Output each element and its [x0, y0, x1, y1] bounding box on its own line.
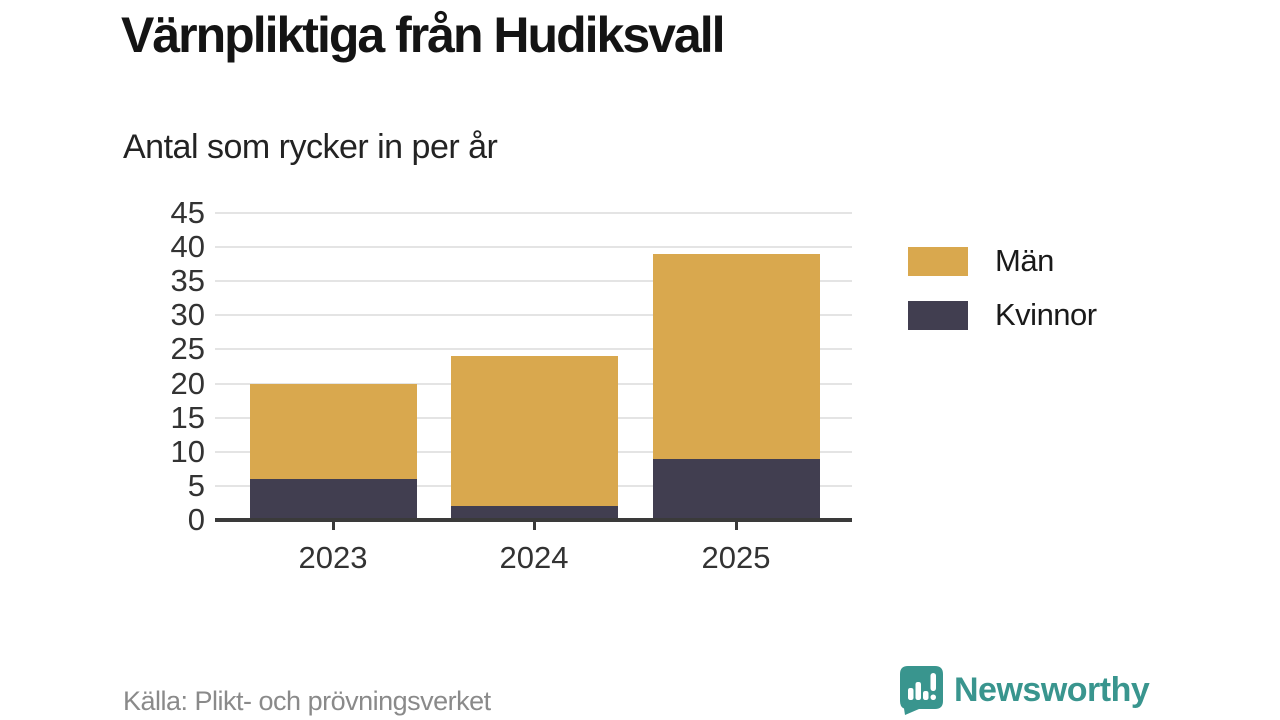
bar-segment-kvinnor-2023 [249, 479, 417, 520]
bar-2023 [249, 383, 417, 520]
newsworthy-logo-text: Newsworthy [954, 671, 1150, 709]
y-axis-tick-label-0: 0 [187, 502, 205, 537]
x-axis-tick-2023 [331, 520, 335, 530]
legend-swatch-kvinnor [908, 300, 968, 330]
x-axis-label-2023: 2023 [298, 540, 368, 575]
bar-2025 [652, 253, 820, 520]
y-axis-tick-label-35: 35 [170, 263, 205, 299]
bar-segment-kvinnor-2025 [652, 458, 820, 520]
x-axis-label-2025: 2025 [701, 540, 771, 575]
y-axis-tick-label-15: 15 [170, 399, 205, 435]
x-axis-label-2024: 2024 [499, 540, 569, 575]
x-axis-line [215, 518, 852, 522]
gridline-40 [215, 246, 852, 249]
y-axis-tick-label-5: 5 [187, 467, 205, 503]
gridline-30 [215, 314, 852, 317]
bar-segment-man-2023 [249, 383, 417, 480]
chart-subtitle: Antal som rycker in per år [123, 128, 498, 166]
bar-segment-man-2024 [450, 356, 618, 507]
legend: Män Kvinnor [908, 243, 1097, 351]
legend-swatch-man [908, 246, 968, 276]
legend-label-kvinnor: Kvinnor [995, 297, 1097, 332]
legend-label-man: Män [995, 243, 1054, 278]
y-axis-tick-label-25: 25 [170, 331, 205, 367]
newsworthy-logo[interactable]: Newsworthy [900, 666, 1150, 715]
page-title: Värnpliktiga från Hudiksvall [121, 7, 726, 63]
gridline-45 [215, 212, 852, 214]
y-axis-tick-label-10: 10 [170, 433, 205, 469]
gridline-35 [215, 280, 852, 283]
x-axis-tick-2025 [734, 520, 738, 530]
gridline-25 [215, 348, 852, 351]
x-axis-tick-2024 [532, 520, 536, 530]
legend-item-man: Män [908, 243, 1097, 279]
y-axis-tick-label-40: 40 [170, 229, 205, 265]
bar-2024 [450, 356, 618, 520]
newsworthy-logo-icon [900, 666, 943, 715]
legend-item-kvinnor: Kvinnor [908, 297, 1097, 333]
y-axis-tick-label-30: 30 [170, 297, 205, 333]
y-axis-tick-label-45: 45 [170, 195, 205, 230]
bar-segment-man-2025 [652, 253, 820, 459]
source-text: Källa: Plikt- och prövningsverket [123, 686, 491, 716]
bar-segment-kvinnor-2024 [450, 506, 618, 520]
y-axis-tick-label-20: 20 [170, 365, 205, 401]
